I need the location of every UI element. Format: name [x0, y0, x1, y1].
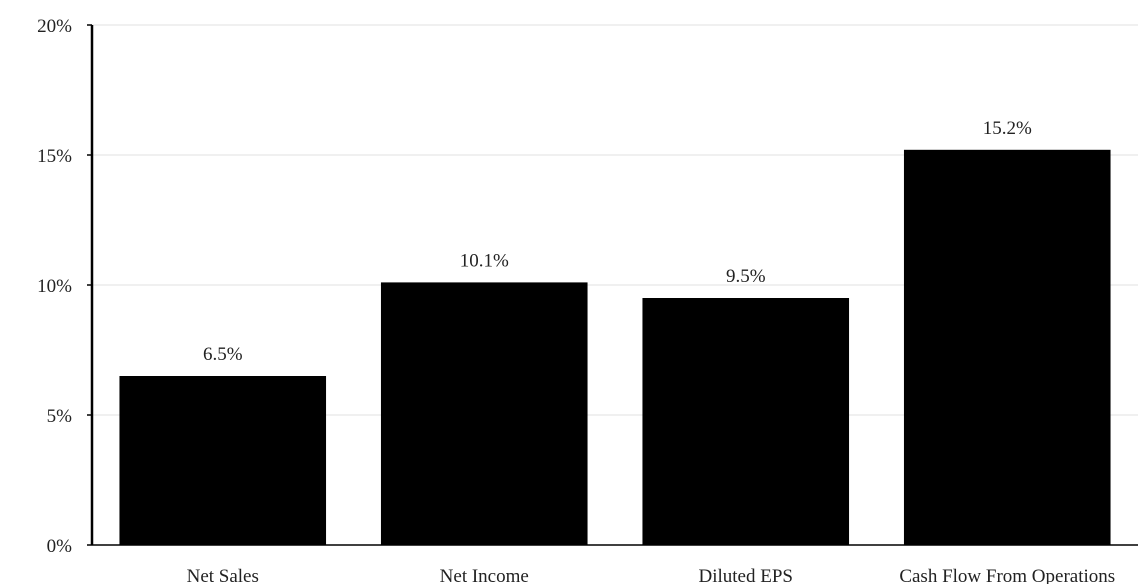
y-tick-label: 10% — [37, 276, 72, 297]
axes — [87, 24, 1138, 546]
data-label: 15.2% — [983, 118, 1032, 139]
labels: 0% 5% 10% 15% 20% 6.5% Net Sales 10.1% Net Incom… — [37, 16, 1115, 584]
bar — [642, 298, 850, 545]
x-category-label: Cash Flow From Operations — [899, 566, 1115, 584]
data-label: 6.5% — [203, 344, 243, 365]
y-tick-label: 15% — [37, 146, 72, 167]
x-category-label: Diluted EPS — [699, 566, 793, 584]
y-tick-label: 20% — [37, 16, 72, 37]
y-tick-label: 5% — [47, 406, 73, 427]
y-tick-label: 0% — [47, 536, 73, 557]
bars — [119, 149, 1111, 546]
x-category-label: Net Income — [440, 566, 529, 584]
data-label: 10.1% — [460, 250, 509, 271]
bar — [903, 149, 1111, 546]
data-label: 9.5% — [726, 266, 766, 287]
bar — [380, 282, 588, 545]
x-category-label: Net Sales — [187, 566, 259, 584]
bar — [119, 376, 327, 545]
